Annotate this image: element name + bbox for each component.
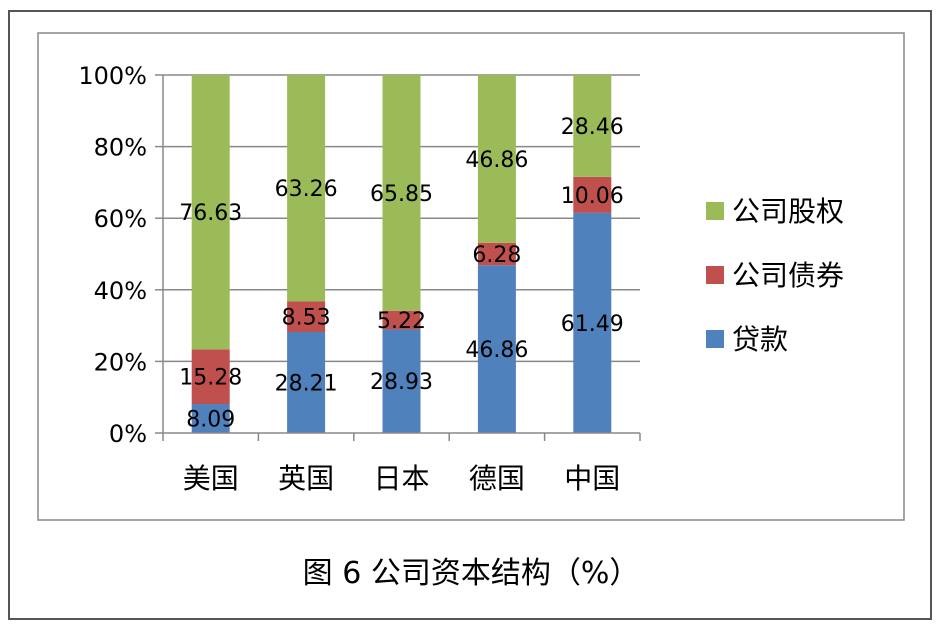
bars <box>191 75 612 433</box>
data-label: 28.93 <box>370 370 433 395</box>
legend-swatch <box>706 202 724 220</box>
bar-segment <box>573 176 612 213</box>
chart-area-border <box>37 32 905 521</box>
figure-frame <box>8 10 932 620</box>
legend-swatch <box>706 330 724 348</box>
bar-segment <box>382 329 421 433</box>
bar-segment <box>287 75 326 302</box>
y-tick-label: 0% <box>109 420 147 448</box>
data-label: 28.21 <box>275 372 338 397</box>
y-tick-label: 20% <box>94 348 147 376</box>
x-tick-label: 日本 <box>373 462 429 495</box>
data-label: 6.28 <box>472 243 521 268</box>
bar-segment <box>191 404 230 433</box>
bar-segment <box>287 301 326 333</box>
y-tick-label: 40% <box>94 277 147 305</box>
x-tick-label: 英国 <box>278 462 334 495</box>
x-tick-label: 中国 <box>564 462 620 495</box>
data-label: 5.22 <box>377 309 426 334</box>
data-label: 76.63 <box>179 201 242 226</box>
data-label: 65.85 <box>370 182 433 207</box>
axes: 0% 20% 40% 60% 80% 100% 美国 英国 日本 德国 中国 <box>78 62 641 495</box>
data-label: 46.86 <box>465 148 528 173</box>
y-tick-label: 60% <box>94 205 147 233</box>
bar-segment <box>191 75 230 350</box>
data-label: 46.86 <box>465 338 528 363</box>
legend-label: 公司股权 <box>732 195 844 228</box>
bar-segment <box>477 75 516 243</box>
data-labels: 8.09 15.28 76.63 28.21 8.53 63.26 28.93 5.22 65.… <box>179 115 624 433</box>
legend-label: 贷款 <box>732 323 788 356</box>
bar-segment <box>573 212 612 433</box>
data-label: 61.49 <box>561 312 624 337</box>
bar-segment <box>382 75 421 311</box>
bar-segment <box>477 265 516 433</box>
data-label: 63.26 <box>275 177 338 202</box>
bar-segment <box>287 332 326 433</box>
bar-segment <box>191 349 230 405</box>
legend-label: 公司债券 <box>732 259 844 292</box>
bar-segment <box>477 242 516 266</box>
data-label: 15.28 <box>179 366 242 391</box>
figure-caption: 图 6 公司资本结构（%） <box>302 556 640 591</box>
y-tick-label: 80% <box>94 134 147 162</box>
data-label: 28.46 <box>561 115 624 140</box>
bar-segment <box>382 310 421 330</box>
y-tick-label: 100% <box>78 62 147 90</box>
legend-swatch <box>706 266 724 284</box>
data-label: 10.06 <box>561 184 624 209</box>
bar-segment <box>573 75 612 177</box>
data-label: 8.09 <box>186 408 235 433</box>
data-label: 8.53 <box>282 306 331 331</box>
x-tick-label: 德国 <box>469 462 525 495</box>
x-tick-label: 美国 <box>183 462 239 495</box>
